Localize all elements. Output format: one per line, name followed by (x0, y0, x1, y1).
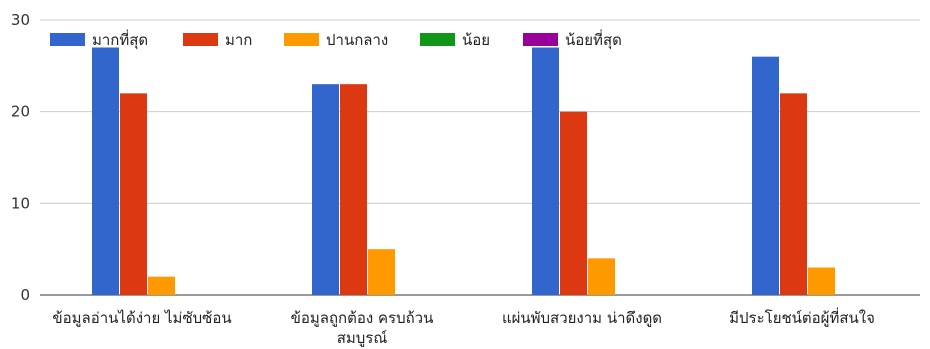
legend-item: มากที่สุด (50, 29, 148, 50)
x-axis: ข้อมูลอ่านได้ง่าย ไม่ซับซ้อน ข้อมูลถูกต้อ… (52, 307, 874, 347)
y-tick-label: 20 (11, 103, 30, 121)
legend-item: ปานกลาง (284, 31, 388, 49)
x-tick-label: ข้อมูลถูกต้อง ครบถ้วน (291, 309, 434, 327)
x-tick-label: มีประโยชน์ต่อผู้ที่สนใจ (729, 307, 875, 327)
bar (560, 111, 587, 296)
legend-item: น้อยที่สุด (523, 29, 622, 50)
bar (312, 84, 339, 296)
legend: มากที่สุด มาก ปานกลาง น้อย น้อยที่สุด (50, 29, 622, 50)
x-tick-label: ข้อมูลอ่านได้ง่าย ไม่ซับซ้อน (52, 309, 231, 327)
bar (808, 267, 835, 295)
bar (752, 56, 779, 295)
x-tick-label: สมบูรณ์ (337, 329, 388, 347)
bar (148, 276, 175, 295)
y-tick-label: 30 (11, 11, 30, 29)
bar (120, 93, 147, 295)
y-axis: 0 10 20 30 (11, 11, 30, 304)
bar (92, 47, 119, 295)
legend-label: น้อยที่สุด (565, 29, 622, 50)
bar (532, 47, 559, 295)
legend-swatch (50, 33, 85, 46)
legend-swatch (523, 33, 558, 46)
bar (588, 258, 615, 295)
bar (780, 93, 807, 295)
bars (92, 47, 835, 296)
bar (340, 84, 367, 296)
legend-label: มากที่สุด (92, 29, 148, 50)
legend-label: มาก (225, 31, 252, 49)
legend-item: น้อย (420, 31, 490, 49)
bar (368, 249, 395, 295)
legend-label: ปานกลาง (326, 31, 388, 49)
legend-swatch (420, 33, 455, 46)
legend-swatch (183, 33, 218, 46)
x-tick-label: แผ่นพับสวยงาม น่าดึงดูด (502, 309, 662, 327)
legend-item: มาก (183, 31, 252, 49)
y-tick-label: 10 (11, 194, 30, 212)
legend-swatch (284, 33, 319, 46)
y-tick-label: 0 (20, 286, 30, 304)
legend-label: น้อย (462, 31, 490, 49)
